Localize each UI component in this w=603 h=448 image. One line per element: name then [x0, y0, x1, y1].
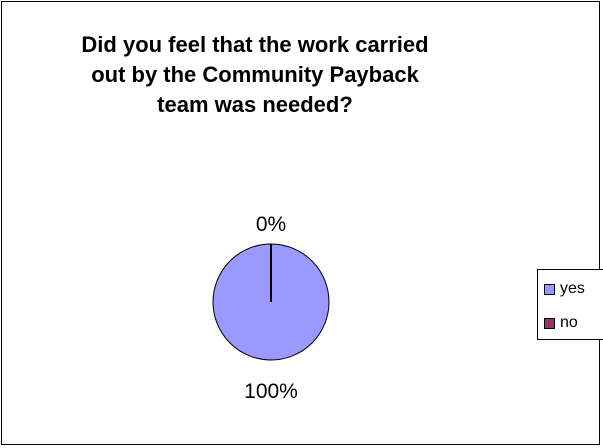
- chart-title-line-1: Did you feel that the work carried: [81, 32, 429, 57]
- legend-swatch-no: [544, 317, 555, 329]
- legend-item-no: no: [544, 313, 578, 333]
- legend-swatch-yes: [544, 283, 555, 295]
- chart-title-line-2: out by the Community Payback: [91, 62, 419, 87]
- legend-label-no: no: [560, 314, 578, 331]
- legend: yes no: [537, 269, 603, 340]
- chart-title: Did you feel that the work carried out b…: [40, 30, 470, 120]
- data-label-no: 0%: [256, 213, 286, 236]
- legend-label-yes: yes: [560, 280, 585, 297]
- legend-item-yes: yes: [544, 279, 585, 299]
- data-label-yes: 100%: [244, 380, 298, 403]
- chart-title-line-3: team was needed?: [157, 92, 353, 117]
